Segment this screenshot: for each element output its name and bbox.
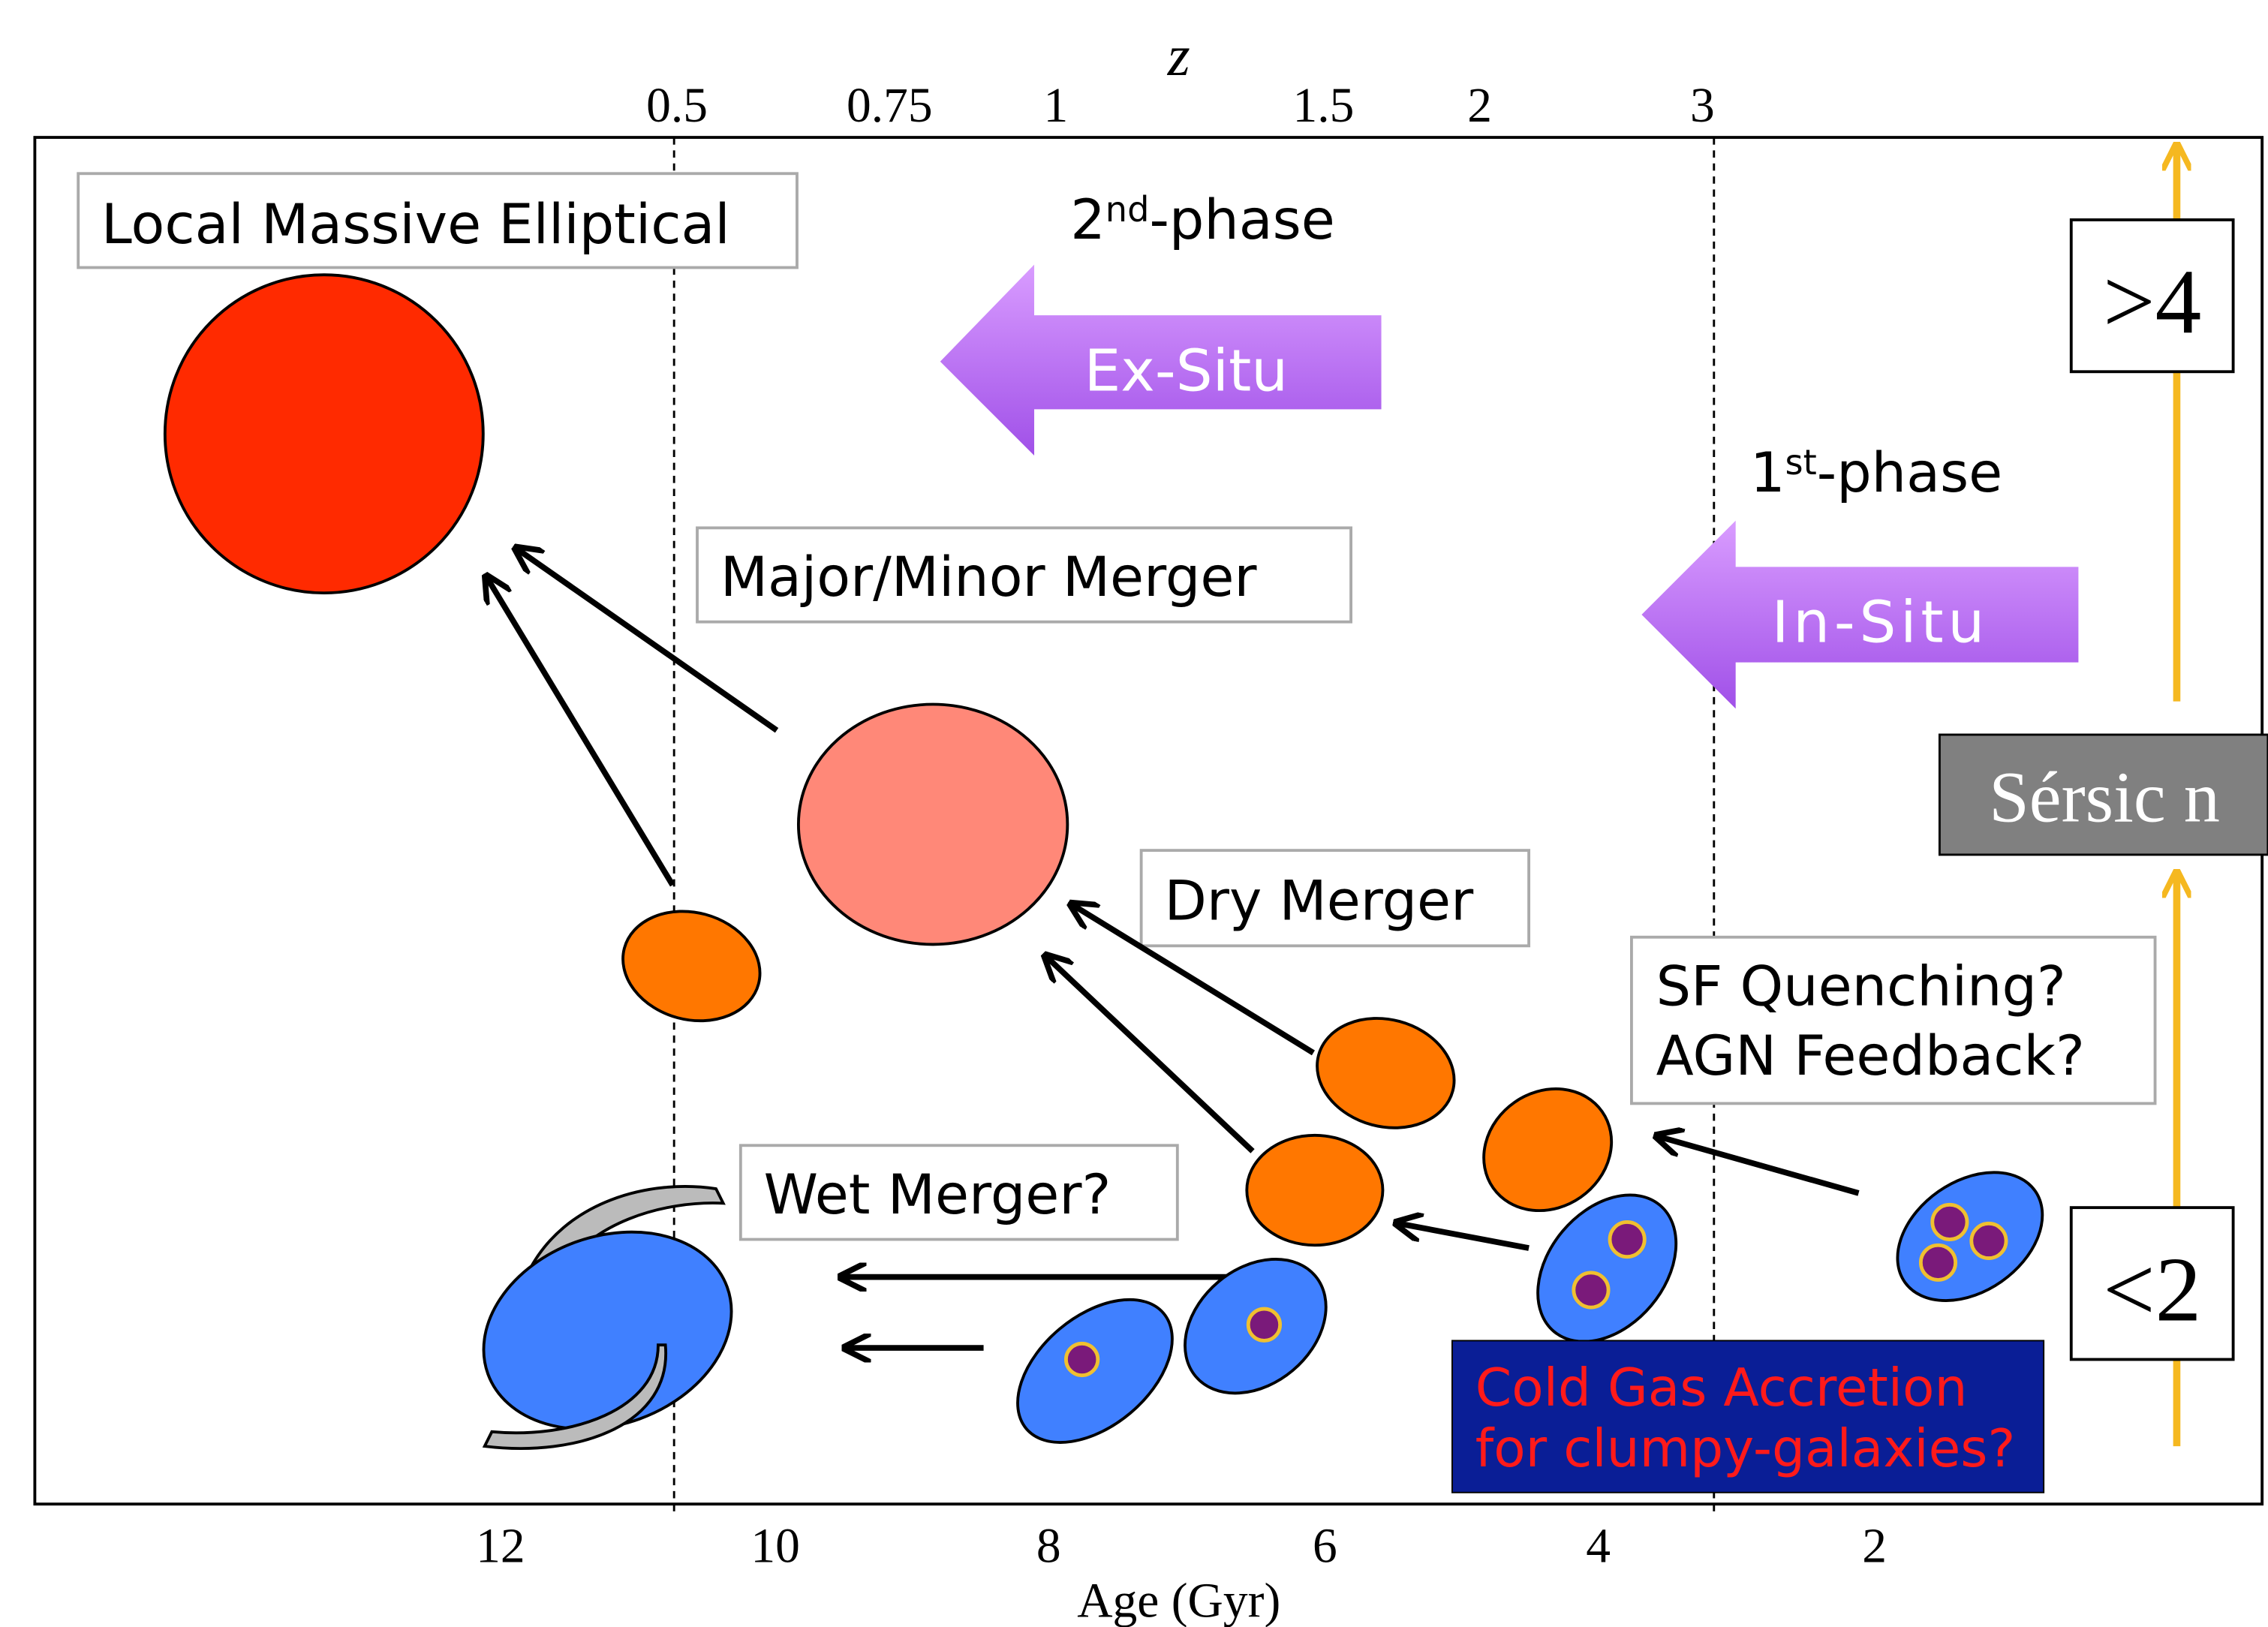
label: Major/Minor Merger: [720, 546, 1258, 609]
label: Cold Gas Accretion: [1475, 1358, 1968, 1418]
phase-text: -phase: [1817, 441, 2002, 505]
merger-galaxy: [799, 705, 1067, 945]
clump: [1248, 1309, 1280, 1340]
galaxy: [1247, 1135, 1382, 1245]
tick-label: 10: [750, 1519, 800, 1573]
tick-label: 1: [1044, 79, 1069, 133]
label: Wet Merger?: [764, 1163, 1111, 1227]
phase-suffix: nd: [1105, 189, 1150, 230]
phase-suffix: st: [1785, 442, 1817, 483]
tick-label: 0.75: [847, 79, 933, 133]
clump: [1066, 1343, 1097, 1375]
clump: [1972, 1223, 2006, 1258]
tick-label: 2: [1862, 1519, 1887, 1573]
page: z 0.5 0.75 1 1.5 2 3 12 10 8 6 4 2 Age (…: [0, 0, 2268, 1627]
tick-label: 2: [1467, 79, 1492, 133]
phase-arrow-label: Ex-Situ: [1084, 337, 1289, 404]
phase-text: -phase: [1149, 188, 1334, 252]
clump: [1933, 1204, 1967, 1239]
tick-label: 12: [476, 1519, 525, 1573]
axis-label: Age (Gyr): [1077, 1574, 1280, 1627]
tick-label: 3: [1690, 79, 1715, 133]
tick-label: 8: [1036, 1519, 1061, 1573]
tick-label: 6: [1313, 1519, 1337, 1573]
label: for clumpy-galaxies?: [1475, 1419, 2015, 1479]
label: Local Massive Elliptical: [101, 193, 730, 257]
label: Dry Merger: [1164, 870, 1474, 934]
label: <2: [2103, 1238, 2201, 1340]
phase-number: 2: [1070, 188, 1105, 252]
label: AGN Feedback?: [1656, 1024, 2085, 1088]
tick-label: 1.5: [1292, 79, 1354, 133]
label: SF Quenching?: [1656, 955, 2066, 1018]
phase-arrow-label: In-Situ: [1772, 589, 1989, 657]
tick-label: 0.5: [646, 79, 708, 133]
axis-label: z: [1167, 23, 1190, 88]
clump: [1921, 1245, 1955, 1280]
label: Sérsic n: [1989, 757, 2220, 838]
elliptical-galaxy: [165, 275, 483, 593]
diagram: z 0.5 0.75 1 1.5 2 3 12 10 8 6 4 2 Age (…: [0, 0, 2268, 1627]
label: >4: [2103, 250, 2201, 353]
phase-number: 1: [1750, 441, 1785, 505]
clump: [1574, 1273, 1608, 1307]
tick-label: 4: [1586, 1519, 1611, 1573]
clump: [1610, 1222, 1644, 1256]
